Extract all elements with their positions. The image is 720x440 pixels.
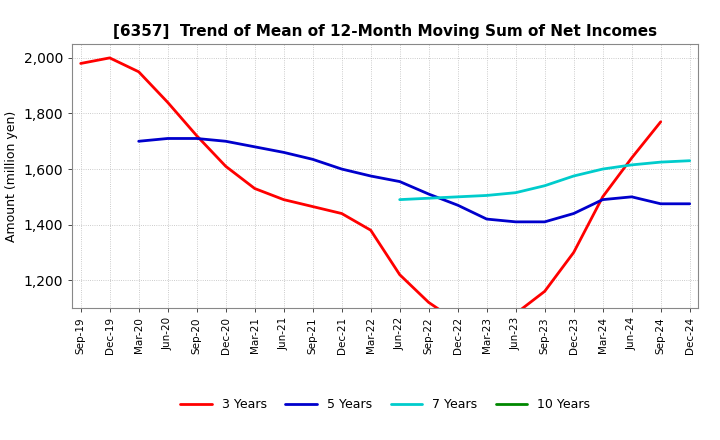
7 Years	[685, 158, 694, 163]
7 Years	[541, 183, 549, 188]
7 Years	[657, 159, 665, 165]
5 Years	[366, 173, 375, 179]
7 Years	[598, 166, 607, 172]
5 Years	[454, 202, 462, 208]
Y-axis label: Amount (million yen): Amount (million yen)	[5, 110, 18, 242]
5 Years	[598, 197, 607, 202]
3 Years	[105, 55, 114, 61]
7 Years	[454, 194, 462, 199]
Line: 7 Years: 7 Years	[400, 161, 690, 200]
3 Years	[570, 250, 578, 255]
7 Years	[511, 190, 520, 195]
3 Years	[657, 119, 665, 125]
5 Years	[511, 219, 520, 224]
5 Years	[685, 201, 694, 206]
5 Years	[627, 194, 636, 199]
3 Years	[135, 69, 143, 74]
3 Years	[338, 211, 346, 216]
3 Years	[627, 155, 636, 161]
5 Years	[192, 136, 201, 141]
5 Years	[482, 216, 491, 222]
5 Years	[424, 191, 433, 197]
Line: 3 Years: 3 Years	[81, 58, 661, 322]
Title: [6357]  Trend of Mean of 12-Month Moving Sum of Net Incomes: [6357] Trend of Mean of 12-Month Moving …	[113, 24, 657, 39]
5 Years	[541, 219, 549, 224]
5 Years	[221, 139, 230, 144]
5 Years	[279, 150, 288, 155]
Line: 5 Years: 5 Years	[139, 139, 690, 222]
3 Years	[192, 133, 201, 138]
Legend: 3 Years, 5 Years, 7 Years, 10 Years: 3 Years, 5 Years, 7 Years, 10 Years	[176, 393, 595, 416]
3 Years	[541, 289, 549, 294]
5 Years	[135, 139, 143, 144]
5 Years	[338, 166, 346, 172]
3 Years	[454, 319, 462, 325]
7 Years	[627, 162, 636, 168]
3 Years	[251, 186, 259, 191]
3 Years	[76, 61, 85, 66]
3 Years	[308, 204, 317, 209]
3 Years	[424, 300, 433, 305]
7 Years	[424, 196, 433, 201]
5 Years	[251, 144, 259, 150]
3 Years	[395, 272, 404, 277]
5 Years	[308, 157, 317, 162]
7 Years	[395, 197, 404, 202]
3 Years	[279, 197, 288, 202]
7 Years	[482, 193, 491, 198]
5 Years	[395, 179, 404, 184]
3 Years	[482, 318, 491, 323]
5 Years	[657, 201, 665, 206]
3 Years	[221, 164, 230, 169]
3 Years	[598, 194, 607, 199]
5 Years	[570, 211, 578, 216]
3 Years	[366, 227, 375, 233]
3 Years	[163, 100, 172, 105]
3 Years	[511, 311, 520, 316]
7 Years	[570, 173, 578, 179]
5 Years	[163, 136, 172, 141]
